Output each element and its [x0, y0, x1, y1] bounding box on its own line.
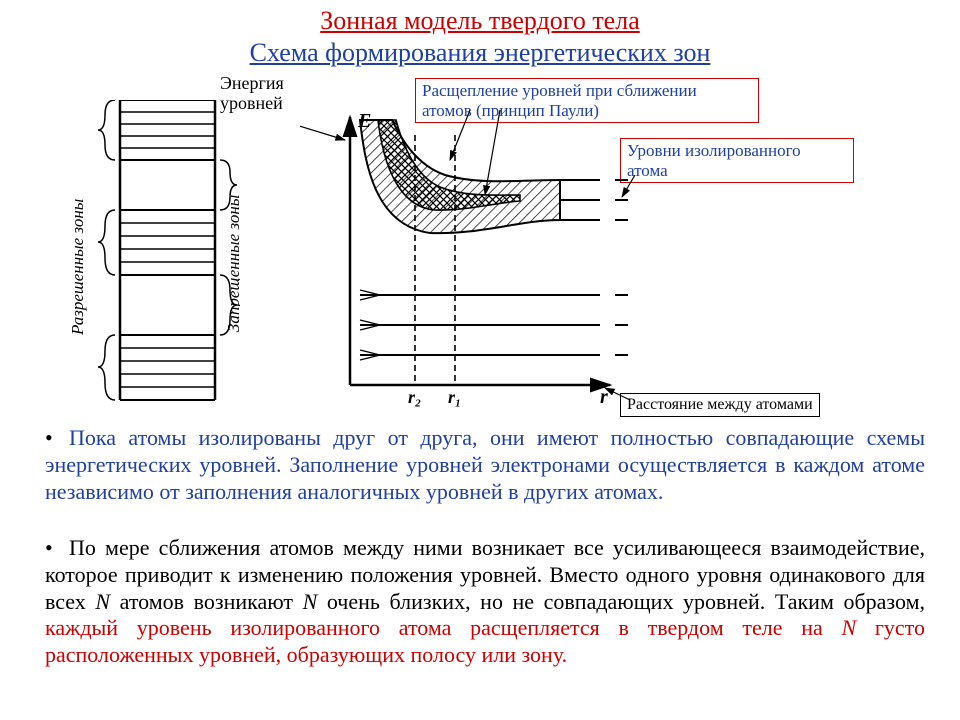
p2-b: N — [95, 589, 110, 614]
title-line-1: Зонная модель твердого тела — [0, 6, 960, 36]
paragraph-2: По мере сближения атомов между ними возн… — [45, 535, 925, 669]
callout-splitting-l1: Расщепление уровней при сближении — [422, 81, 697, 100]
label-r2: r₂ — [408, 387, 421, 407]
label-energy-l1: Энергия — [220, 73, 284, 93]
p1-text: Пока атомы изолированы друг от друга, он… — [45, 425, 925, 504]
paragraph-1: Пока атомы изолированы друг от друга, он… — [45, 425, 925, 505]
diagram-band-structure: Разрешенные зоны Запрещенные зоны — [40, 100, 240, 410]
label-forbidden-zones: Запрещенные зоны — [224, 195, 240, 332]
p2-g: N — [841, 615, 856, 640]
label-allowed-zones: Разрешенные зоны — [68, 199, 87, 336]
p2-c: атомов возникают — [110, 589, 303, 614]
p2-f: каждый уровень изолированного атома расщ… — [45, 615, 841, 640]
p2-d: N — [303, 589, 318, 614]
title-line-2: Схема формирования энергетических зон — [0, 38, 960, 68]
p2-e: очень близких, но не совпадающих уровней… — [317, 589, 925, 614]
label-r1: r₁ — [448, 387, 461, 407]
diagram-energy-splitting: E r r₂ r₁ — [300, 105, 860, 415]
